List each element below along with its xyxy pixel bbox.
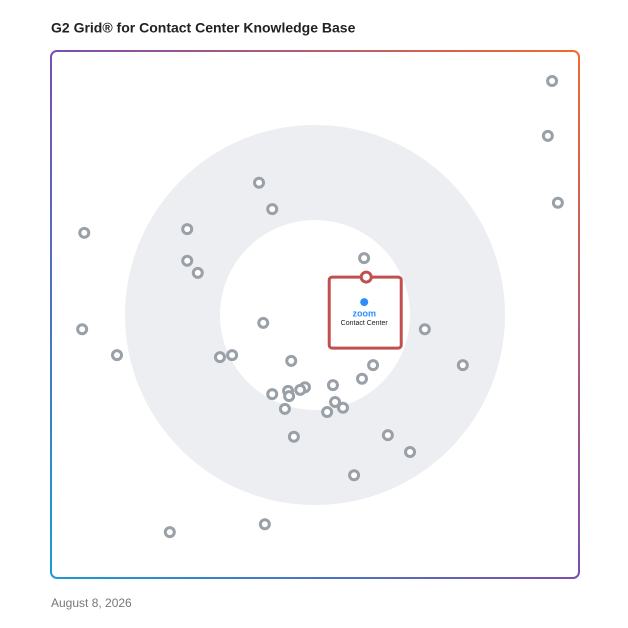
product-point [381, 429, 394, 442]
product-point [541, 129, 554, 142]
product-point [348, 469, 361, 482]
product-point [163, 526, 176, 539]
product-point [326, 379, 339, 392]
product-point [181, 254, 194, 267]
product-point [355, 372, 368, 385]
highlight-point [359, 270, 373, 284]
product-point [266, 203, 279, 216]
product-point [321, 405, 334, 418]
zoom-icon [360, 298, 369, 307]
product-point [285, 354, 298, 367]
chart-title: G2 Grid® for Contact Center Knowledge Ba… [51, 20, 356, 36]
product-point [329, 395, 342, 408]
product-point [336, 401, 349, 414]
logo-text: zoom [352, 308, 376, 318]
product-point [213, 351, 226, 364]
product-point [78, 226, 91, 239]
product-point [358, 252, 371, 265]
product-point [257, 316, 270, 329]
product-point [181, 223, 194, 236]
product-point [283, 390, 296, 403]
product-point [551, 196, 564, 209]
product-point [278, 402, 291, 415]
product-point [418, 323, 431, 336]
product-point [266, 388, 279, 401]
product-point [258, 518, 271, 531]
product-point [546, 75, 559, 88]
product-point [191, 266, 204, 279]
product-point [76, 323, 89, 336]
product-point [294, 383, 307, 396]
product-point [111, 349, 123, 362]
date: August 8, 2026 [51, 596, 132, 610]
product-point [226, 349, 239, 362]
product-point [456, 359, 469, 372]
product-point [404, 446, 417, 459]
product-point [287, 430, 300, 443]
product-name: Contact Center [341, 320, 389, 327]
product-point [253, 176, 266, 189]
product-point [367, 359, 380, 372]
